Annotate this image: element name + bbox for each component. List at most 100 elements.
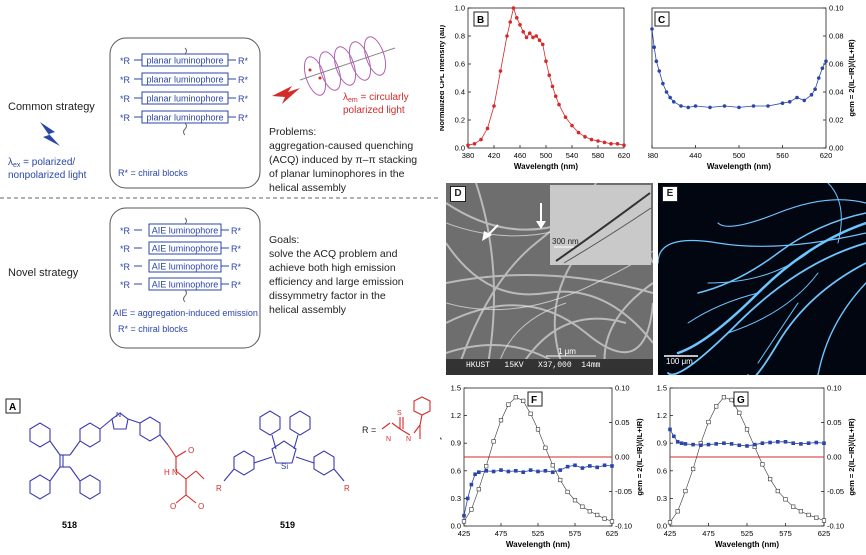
data-point xyxy=(661,81,665,86)
data-point xyxy=(766,104,770,108)
aie-assembly-box xyxy=(109,207,261,349)
data-point xyxy=(588,464,592,468)
svg-text:R: R xyxy=(216,484,222,493)
chiral-block-left: *R xyxy=(120,244,131,254)
tem-inset xyxy=(550,185,651,265)
luminophore-label: planar luminophore xyxy=(146,113,223,123)
lambda-ex-line2: nonpolarized light xyxy=(8,170,87,181)
description-line: dissymmetry factor in the xyxy=(269,290,386,302)
data-point xyxy=(531,35,535,40)
y2-tick-label: 0.10 xyxy=(827,384,842,393)
svg-text:R: R xyxy=(344,484,350,493)
data-point xyxy=(491,469,496,474)
svg-text:O: O xyxy=(170,502,176,511)
data-point xyxy=(671,100,676,104)
data-point xyxy=(518,23,522,27)
x-tick-label: 525 xyxy=(741,529,754,538)
luminophore-label: planar luminophore xyxy=(146,75,223,85)
chiral-block-left: *R xyxy=(120,94,131,104)
y2-tick-label: 0.00 xyxy=(827,453,842,462)
data-point xyxy=(708,105,712,110)
luminophore-label: planar luminophore xyxy=(146,56,223,66)
x-tick-label: 625 xyxy=(818,529,831,538)
description-line: helical assembly xyxy=(269,304,347,316)
sem-micrograph-d: D 300 nm 1 μm HKUST 15KV X37,000 14mm xyxy=(446,183,653,375)
y2-tick-label: 0.00 xyxy=(615,453,630,462)
data-point xyxy=(535,427,541,432)
data-point xyxy=(461,519,467,524)
data-point xyxy=(722,441,726,445)
data-point xyxy=(822,441,826,445)
series-line xyxy=(669,396,825,523)
data-point xyxy=(583,135,587,139)
description-line: achieve both high emission xyxy=(269,262,396,274)
data-point xyxy=(472,142,477,146)
data-point xyxy=(596,139,600,143)
svg-text:N: N xyxy=(116,412,121,419)
x-tick-label: 575 xyxy=(779,529,792,538)
x-tick-label: 525 xyxy=(532,529,545,538)
description-line: solve the ACQ problem and xyxy=(269,248,398,260)
data-point xyxy=(650,27,654,31)
y-tick-label: 0.08 xyxy=(829,32,844,41)
data-point xyxy=(565,489,570,495)
data-point xyxy=(469,482,474,487)
data-point xyxy=(729,397,734,403)
data-point xyxy=(550,463,555,468)
data-point xyxy=(587,509,592,514)
series-line xyxy=(651,28,827,108)
inset-scale-label: 300 nm xyxy=(552,237,579,246)
data-point xyxy=(714,404,719,409)
svg-text:N: N xyxy=(386,436,391,443)
y-tick-label: 0.06 xyxy=(829,60,844,69)
y-tick-label: 0.6 xyxy=(451,466,461,475)
data-point xyxy=(580,466,585,470)
data-point xyxy=(806,512,811,518)
data-point xyxy=(776,440,780,444)
panel-e-label: E xyxy=(662,186,678,202)
data-point xyxy=(462,513,466,518)
data-point xyxy=(589,137,594,142)
y-tick-label: 0.0 xyxy=(451,522,461,531)
svg-text:N: N xyxy=(406,436,411,443)
data-point xyxy=(744,427,750,432)
data-point xyxy=(760,441,765,445)
data-point xyxy=(668,95,672,100)
data-point xyxy=(657,69,662,73)
data-point xyxy=(595,512,600,518)
y-tick-label: 0.9 xyxy=(451,439,461,448)
panel-letter: F xyxy=(531,395,537,406)
data-point xyxy=(821,518,827,523)
x-tick-label: 500 xyxy=(540,151,553,160)
chart-b: B 380 420 460 500 540 580 620 0.0 0.2 0.4 0.6 0.8 1.0… xyxy=(440,4,630,172)
data-point xyxy=(679,441,684,445)
data-point xyxy=(484,469,488,473)
luminophore-label: AIE luminophore xyxy=(152,244,219,254)
lambda-em-line2: polarized light xyxy=(343,105,405,116)
x-tick-label: 500 xyxy=(733,151,746,160)
series-line xyxy=(463,396,613,522)
luminophore-label: AIE luminophore xyxy=(152,262,219,272)
x-tick-label: 540 xyxy=(566,151,579,160)
data-point xyxy=(813,87,817,91)
data-point xyxy=(783,497,788,502)
y-axis-label: PL intensity xyxy=(440,435,442,478)
data-point xyxy=(679,104,683,108)
data-point xyxy=(775,488,780,494)
data-point xyxy=(508,20,513,24)
data-point xyxy=(751,104,756,108)
data-point xyxy=(521,470,525,474)
chiral-block-right: R* xyxy=(238,94,248,104)
data-point xyxy=(675,440,680,444)
data-point xyxy=(528,468,533,472)
data-point xyxy=(768,476,773,482)
data-point xyxy=(722,104,727,108)
fluorescent-fibers xyxy=(658,183,866,375)
y2-tick-label: 0.05 xyxy=(827,418,842,427)
data-point xyxy=(820,66,825,70)
data-point xyxy=(498,69,503,73)
chart-f: F 425 475 525 575 625 0.0 0.3 0.6 0.9 1.2 1.5 -0.10 -… xyxy=(440,384,644,550)
goals-title: Goals: xyxy=(269,234,299,246)
data-point xyxy=(473,472,477,477)
data-point xyxy=(610,464,614,468)
